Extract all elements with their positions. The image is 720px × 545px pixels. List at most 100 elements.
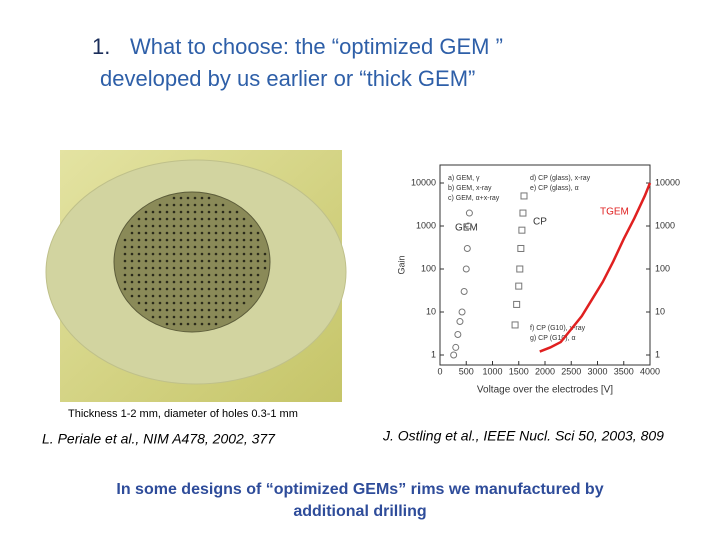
hole xyxy=(235,224,239,228)
hole xyxy=(207,301,211,305)
hole xyxy=(256,259,260,263)
hole xyxy=(214,231,218,235)
data-point xyxy=(454,330,462,338)
hole xyxy=(214,315,218,319)
hole xyxy=(137,294,141,298)
hole xyxy=(200,210,204,214)
hole xyxy=(221,203,225,207)
hole xyxy=(200,203,204,207)
hole xyxy=(165,322,169,326)
hole xyxy=(130,252,134,256)
hole xyxy=(137,266,141,270)
hole xyxy=(158,210,162,214)
hole xyxy=(151,259,155,263)
hole xyxy=(165,231,169,235)
hole xyxy=(221,217,225,221)
hole xyxy=(172,266,176,270)
hole xyxy=(179,259,183,263)
hole xyxy=(179,231,183,235)
hole xyxy=(256,280,260,284)
hole xyxy=(235,217,239,221)
hole xyxy=(256,287,260,291)
hole xyxy=(242,238,246,242)
y-tick-label: 10000 xyxy=(411,177,436,187)
hole xyxy=(242,231,246,235)
hole xyxy=(242,266,246,270)
hole xyxy=(144,217,148,221)
hole xyxy=(214,245,218,249)
hole xyxy=(249,294,253,298)
hole xyxy=(186,280,190,284)
hole xyxy=(249,287,253,291)
hole xyxy=(137,259,141,263)
hole xyxy=(165,203,169,207)
hole xyxy=(228,245,232,249)
hole xyxy=(235,301,239,305)
data-point xyxy=(518,226,526,234)
hole xyxy=(165,287,169,291)
hole xyxy=(200,224,204,228)
hole xyxy=(186,301,190,305)
hole xyxy=(256,266,260,270)
data-point xyxy=(463,244,471,252)
hole xyxy=(144,273,148,277)
x-axis-label: Voltage over the electrodes [V] xyxy=(477,385,613,396)
hole xyxy=(228,238,232,242)
hole xyxy=(179,238,183,242)
hole xyxy=(144,266,148,270)
y-tick-label: 1 xyxy=(431,349,436,359)
hole xyxy=(151,231,155,235)
hole xyxy=(228,266,232,270)
hole xyxy=(235,231,239,235)
hole xyxy=(137,231,141,235)
hole xyxy=(214,259,218,263)
hole xyxy=(179,224,183,228)
hole xyxy=(207,322,211,326)
data-point xyxy=(516,265,524,273)
hole xyxy=(186,308,190,312)
hole xyxy=(165,259,169,263)
hole xyxy=(235,308,239,312)
hole xyxy=(200,196,204,200)
hole xyxy=(214,322,218,326)
y-tick-label: 100 xyxy=(421,263,436,273)
hole xyxy=(249,231,253,235)
hole xyxy=(151,217,155,221)
data-point xyxy=(450,351,458,359)
hole xyxy=(172,231,176,235)
hole xyxy=(207,238,211,242)
hole xyxy=(221,238,225,242)
hole xyxy=(221,308,225,312)
hole xyxy=(200,315,204,319)
hole xyxy=(130,238,134,242)
hole xyxy=(179,315,183,319)
hole xyxy=(214,308,218,312)
hole xyxy=(193,259,197,263)
citation: L. Periale et al., NIM A478, 2002, 377 xyxy=(42,431,276,447)
hole xyxy=(158,217,162,221)
hole xyxy=(186,322,190,326)
data-line xyxy=(539,182,652,353)
hole xyxy=(221,280,225,284)
hole xyxy=(200,266,204,270)
hole xyxy=(186,231,190,235)
hole xyxy=(137,224,141,228)
hole xyxy=(144,301,148,305)
hole xyxy=(130,266,134,270)
hole xyxy=(228,315,232,319)
hole xyxy=(186,196,190,200)
x-tick-label: 3000 xyxy=(587,366,607,376)
y-tick-label: 100 xyxy=(655,263,670,273)
hole xyxy=(172,203,176,207)
hole xyxy=(186,315,190,319)
hole xyxy=(165,294,169,298)
hole xyxy=(221,252,225,256)
hole xyxy=(193,273,197,277)
hole xyxy=(130,245,134,249)
hole xyxy=(193,301,197,305)
hole xyxy=(200,252,204,256)
hole xyxy=(144,287,148,291)
hole xyxy=(207,217,211,221)
hole xyxy=(249,224,253,228)
